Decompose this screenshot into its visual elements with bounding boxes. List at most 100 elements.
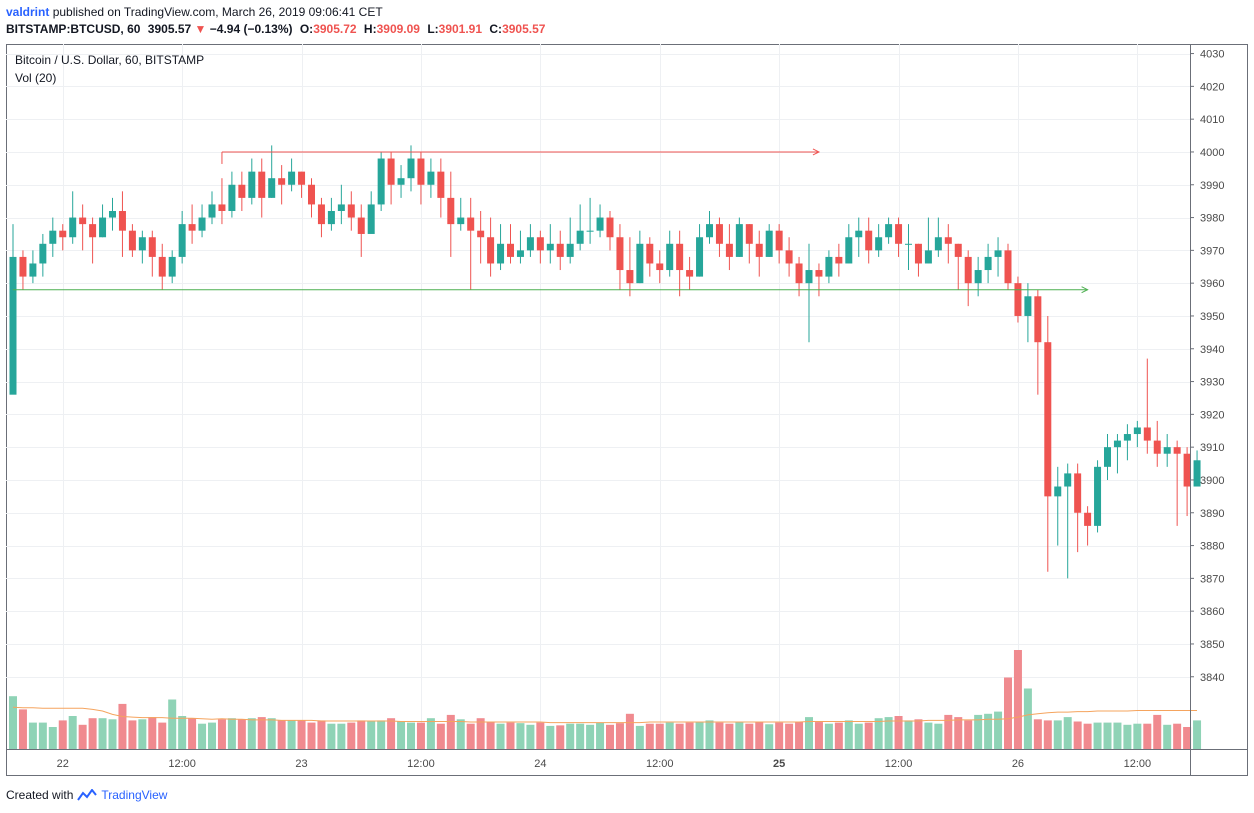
price-tick-label: 3850 xyxy=(1200,639,1224,651)
candle-body xyxy=(1054,486,1062,497)
chart-area[interactable]: 3840 3850 3860 3870 3880 3890 3900 3910 3920 3930… xyxy=(6,16,1248,776)
candle-body xyxy=(457,217,465,225)
candle-body xyxy=(118,211,126,231)
candle-body xyxy=(79,217,87,225)
price-chart[interactable]: 3840 3850 3860 3870 3880 3890 3900 3910 3920 3930… xyxy=(6,16,1248,776)
volume-bar xyxy=(456,719,465,749)
price-scale[interactable]: 3840 3850 3860 3870 3880 3890 3900 3910 3920 3930… xyxy=(1190,16,1224,684)
candle-body xyxy=(138,237,146,251)
candle-body xyxy=(676,243,684,271)
volume-bar xyxy=(1143,723,1152,749)
candle-body xyxy=(1004,250,1012,284)
candle-body xyxy=(686,270,694,277)
candle-body xyxy=(566,243,574,257)
time-tick-label: 12:00 xyxy=(885,758,913,770)
time-tick-label: 12:00 xyxy=(646,758,674,770)
volume-bar xyxy=(606,724,614,749)
time-scale[interactable]: 22 12:00 23 12:00 24 12:00 25 12:00 26 12:00 xyxy=(57,758,1151,770)
volume-bar xyxy=(9,696,17,749)
price-tick-label: 4030 xyxy=(1200,49,1224,61)
candle-body xyxy=(745,224,753,244)
volume-bar xyxy=(615,723,624,749)
candle-body xyxy=(1123,434,1131,441)
volume-bar xyxy=(416,722,425,749)
candle-body xyxy=(606,217,614,238)
candle-body xyxy=(905,243,912,245)
volume-bar xyxy=(854,723,863,749)
volume-bar xyxy=(357,720,366,749)
candle-body xyxy=(576,230,584,244)
price-tick-label: 3840 xyxy=(1200,672,1224,684)
volume-bar xyxy=(844,720,853,749)
trend-lines[interactable] xyxy=(13,148,1089,294)
candle-body xyxy=(626,270,634,284)
volume-bar xyxy=(625,713,634,749)
volume-bar xyxy=(964,720,973,749)
volume-bar xyxy=(38,722,47,749)
candle-body xyxy=(984,256,992,271)
volume-bar xyxy=(436,723,445,749)
author-link[interactable]: valdrint xyxy=(6,5,50,19)
candle-body xyxy=(1064,473,1072,487)
volume-bar xyxy=(685,722,694,749)
price-tick-label: 3910 xyxy=(1200,442,1224,454)
volume-bar xyxy=(894,716,903,749)
instrument-legend: Bitcoin / U.S. Dollar, 60, BITSTAMP xyxy=(15,53,204,67)
volume-bar xyxy=(864,722,873,749)
volume-bar xyxy=(466,723,475,749)
volume-bar xyxy=(407,722,415,749)
volume-bar xyxy=(1113,722,1122,749)
volume-bar xyxy=(68,716,77,749)
price-tick-label: 4010 xyxy=(1200,114,1224,126)
volume-bar xyxy=(924,722,933,749)
price-tick-label: 3890 xyxy=(1200,508,1224,520)
candle-body xyxy=(407,158,415,179)
time-tick-label: 25 xyxy=(773,758,785,770)
candle-body xyxy=(258,171,266,198)
volume-bar xyxy=(227,718,236,749)
candle-body xyxy=(109,211,116,218)
volume-bar xyxy=(536,722,545,749)
tradingview-brand-link[interactable]: TradingView xyxy=(101,788,168,802)
volume-bar xyxy=(307,722,316,749)
volume-bar xyxy=(28,722,37,749)
volume-bar xyxy=(1043,720,1052,749)
volume-bar xyxy=(317,720,326,749)
tradingview-logo-icon xyxy=(77,789,98,801)
change-value: −4.94 (−0.13%) xyxy=(209,22,293,36)
volume-bar xyxy=(257,717,266,749)
volume-bar xyxy=(1063,717,1072,749)
volume-bar xyxy=(337,723,346,749)
candle-body xyxy=(417,158,425,185)
candle-body xyxy=(1193,460,1201,487)
volume-bar xyxy=(486,721,495,749)
candle-body xyxy=(357,217,365,234)
candle-body xyxy=(656,263,664,271)
candle-body xyxy=(994,250,1002,257)
grid-lines xyxy=(6,21,1190,749)
volume-bar xyxy=(1123,724,1132,749)
volume-bar xyxy=(576,723,585,749)
time-tick-label: 12:00 xyxy=(407,758,435,770)
candle-body xyxy=(516,250,524,257)
price-tick-label: 4000 xyxy=(1200,147,1224,159)
candle-body xyxy=(715,224,723,244)
candle-body xyxy=(1014,283,1022,316)
volume-bar xyxy=(217,719,226,749)
candle-body xyxy=(1044,342,1052,497)
volume-bar xyxy=(984,713,993,749)
volume-bar xyxy=(387,718,396,749)
publish-text: published on TradingView.com, March 26, … xyxy=(52,5,383,19)
volume-bar xyxy=(1073,721,1082,749)
candle-body xyxy=(944,237,952,244)
volume-bar xyxy=(118,703,127,749)
high-value: 3909.09 xyxy=(376,22,420,36)
candle-body xyxy=(238,184,246,198)
candle-body xyxy=(317,204,325,225)
candle-body xyxy=(914,243,922,264)
candle-body xyxy=(89,224,97,238)
candles xyxy=(9,145,1201,579)
volume-bar xyxy=(795,721,804,749)
volume-bar xyxy=(556,725,565,749)
candle-body xyxy=(497,243,505,264)
